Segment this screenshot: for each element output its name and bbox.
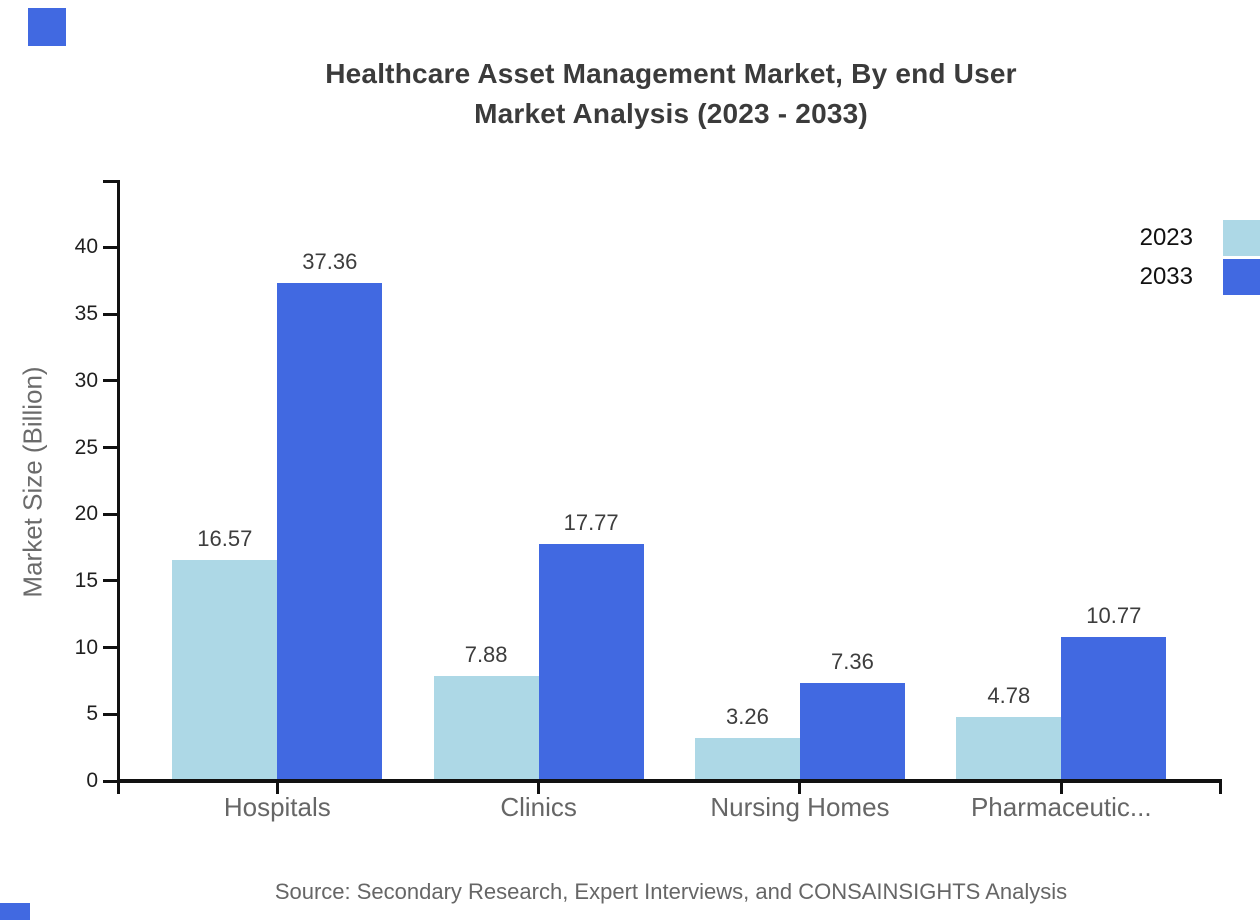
value-label: 16.57 [197,525,253,551]
y-tick-mark [103,379,118,383]
chart-title-line1: Healthcare Asset Management Market, By e… [325,58,1017,89]
legend-label-2023: 2023 [1139,224,1193,251]
value-label: 7.88 [464,641,508,667]
bar-2023-clinics [433,675,539,781]
x-axis-label-3: Nursing Homes [710,792,890,822]
y-tick-label: 25 [74,435,98,459]
y-tick-label: 40 [74,235,98,259]
decor-square-top-left [28,8,66,46]
bar-2023-nursing-homes [694,737,800,781]
x-axis-label-2: Clinics [500,792,577,822]
x-axis-label-4: Pharmaceutic... [970,792,1152,822]
y-tick-label: 20 [74,502,98,526]
value-label: 7.36 [831,648,874,674]
y-tick-mark [103,312,118,316]
x-tick-mark [798,781,802,794]
y-tick-label: 15 [74,568,98,592]
value-label: 10.77 [1086,603,1142,629]
y-axis-title: Market Size (Billion) [17,366,48,598]
x-tick-mark [1059,781,1063,794]
value-label: 17.77 [563,509,619,535]
x-axis-line [117,779,1222,783]
x-tick-mark [275,781,279,794]
y-tick-label: 5 [86,702,98,726]
y-tick-mark [103,512,118,516]
y-tick-mark [103,245,118,249]
bar-2033-hospitals [277,282,383,781]
chart-title: Healthcare Asset Management Market, By e… [82,54,1260,134]
y-tick-mark [103,446,118,449]
bar-2023-hospitals [172,559,278,781]
y-tick-label: 30 [74,368,98,392]
x-axis-end-tick [1219,781,1222,794]
y-axis-line [117,179,120,794]
legend-entry-2023: 2023 [1140,220,1260,256]
decor-square-bottom-left [0,903,30,920]
bar-2033-pharmaceutic [1061,637,1167,781]
y-tick-mark [103,646,118,650]
source-attribution: Source: Secondary Research, Expert Inter… [274,879,1068,904]
y-axis-end-cap [103,179,118,183]
y-tick-mark [103,712,118,716]
x-axis-label-1: Hospitals [223,792,331,822]
legend-swatch-2033 [1223,259,1260,295]
value-label: 3.26 [726,703,769,729]
y-tick-label: 10 [74,635,98,659]
value-label: 37.36 [302,248,358,274]
y-tick-label: 35 [74,302,98,326]
legend-swatch-2023 [1223,220,1260,256]
chart-title-line2: Market Analysis (2023 - 2033) [474,98,868,129]
bar-2033-clinics [538,543,644,781]
y-tick-mark [103,579,118,583]
legend-entry-2033: 2033 [1140,259,1260,295]
y-tick-label: 0 [86,769,98,792]
value-label: 4.78 [987,683,1031,709]
bar-2023-pharmaceutic [956,717,1062,781]
y-tick-mark [103,779,118,783]
bar-2033-nursing-homes [799,682,905,781]
x-tick-mark [537,781,541,794]
legend-label-2033: 2033 [1139,263,1193,290]
